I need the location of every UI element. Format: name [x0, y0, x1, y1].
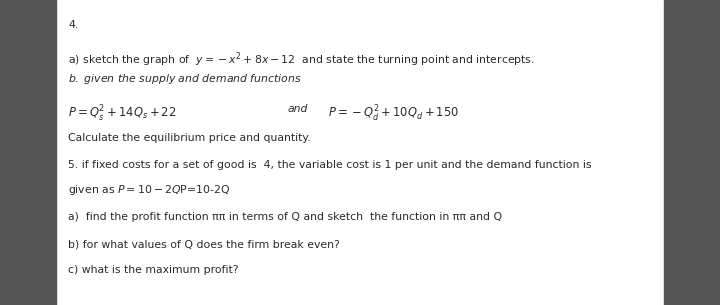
Text: $b.$ $given$ $the$ $supply$ $and$ $demand$ $functions$: $b.$ $given$ $the$ $supply$ $and$ $deman… — [68, 72, 302, 86]
Text: 4.: 4. — [68, 20, 78, 30]
Text: given as $P = 10 - 2Q$P=10-2Q: given as $P = 10 - 2Q$P=10-2Q — [68, 183, 230, 197]
Bar — [664, 0, 720, 305]
Text: b) for what values of Q does the firm break even?: b) for what values of Q does the firm br… — [68, 239, 340, 249]
Text: c) what is the maximum profit?: c) what is the maximum profit? — [68, 265, 239, 275]
Text: a) sketch the graph of  $y = -x^2 + 8x - 12$  and state the turning point and in: a) sketch the graph of $y = -x^2 + 8x - … — [68, 50, 535, 69]
Text: $P = -Q_d^2 + 10Q_d + 150$: $P = -Q_d^2 + 10Q_d + 150$ — [328, 104, 459, 124]
Text: and: and — [288, 104, 308, 114]
Text: a)  find the profit function ππ in terms of Q and sketch  the function in ππ and: a) find the profit function ππ in terms … — [68, 212, 503, 222]
Text: Calculate the equilibrium price and quantity.: Calculate the equilibrium price and quan… — [68, 133, 311, 143]
Bar — [0, 0, 56, 305]
Text: 5. if fixed costs for a set of good is  4, the variable cost is 1 per unit and t: 5. if fixed costs for a set of good is 4… — [68, 160, 592, 170]
Text: $P = Q_s^2 + 14Q_s + 22$: $P = Q_s^2 + 14Q_s + 22$ — [68, 104, 177, 124]
